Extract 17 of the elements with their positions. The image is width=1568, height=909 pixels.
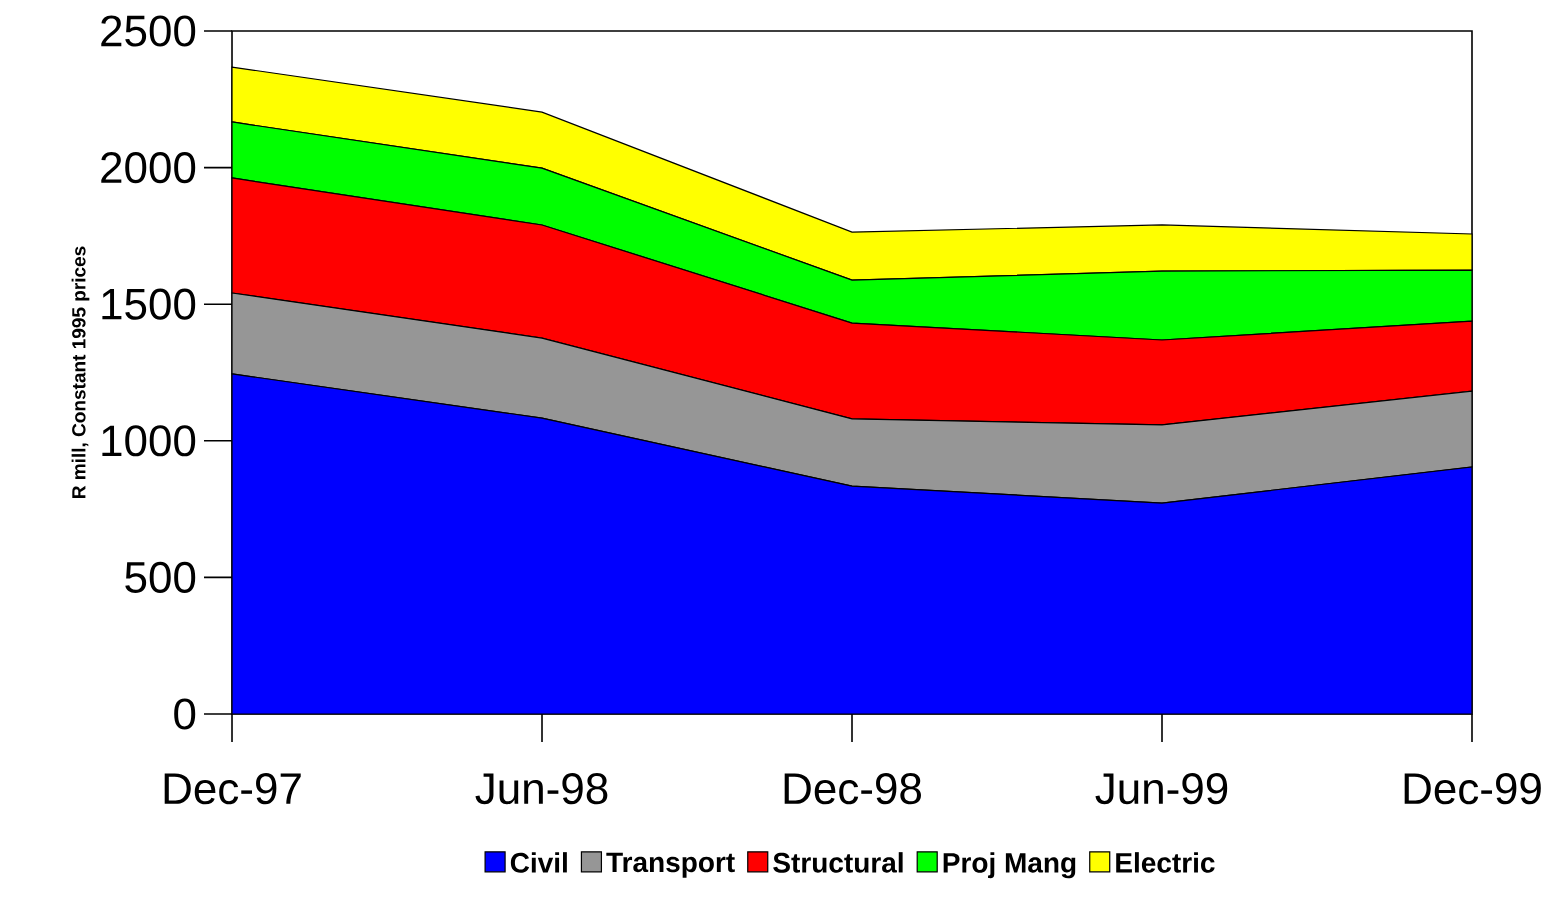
legend-label: Electric bbox=[1116, 852, 1215, 873]
y-tick-label: 1000 bbox=[102, 425, 196, 457]
legend-label: Transport bbox=[606, 852, 735, 878]
y-tick-label: 2000 bbox=[101, 151, 196, 184]
legend-label: Structural bbox=[773, 852, 903, 873]
y-tick-label: 1500 bbox=[102, 288, 196, 320]
y-tick-label: 2500 bbox=[101, 15, 196, 47]
x-tick-label: Dec-97 bbox=[164, 773, 301, 805]
y-tick-label: 500 bbox=[125, 561, 196, 593]
y-axis-title: R mill, Constant 1995 prices bbox=[71, 246, 90, 498]
x-tick-label: Jun-98 bbox=[475, 773, 608, 805]
legend-label: Proj Mang bbox=[943, 852, 1076, 879]
x-tick-label: Dec-98 bbox=[784, 773, 921, 805]
y-tick-label: 0 bbox=[174, 698, 196, 730]
x-tick-label: Jun-99 bbox=[1095, 773, 1228, 805]
x-tick-label: Dec-99 bbox=[1404, 773, 1541, 805]
legend-label: Civil bbox=[510, 852, 567, 873]
